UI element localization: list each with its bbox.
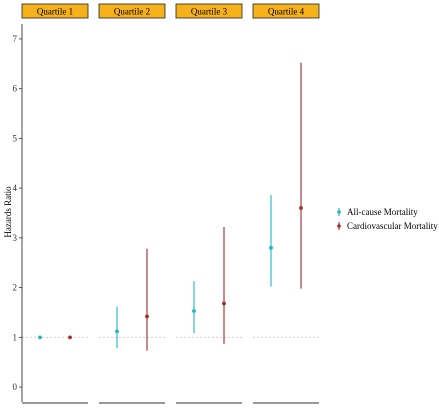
facet-label-quartile-3: Quartile 3: [191, 7, 228, 17]
point-cardiovascular-mortality-quartile-4: [299, 206, 303, 210]
y-tick-label: 0: [13, 382, 18, 392]
legend-label-cardiovascular-mortality: Cardiovascular Mortality: [347, 221, 438, 231]
y-tick-label: 7: [13, 34, 18, 44]
point-cardiovascular-mortality-quartile-1: [68, 335, 72, 340]
facet-strip-quartile-2: [98, 3, 166, 19]
point-cardiovascular-mortality-quartile-3: [222, 301, 226, 306]
legend-label-all-cause-mortality: All-cause Mortality: [347, 207, 418, 217]
point-all-cause-mortality-quartile-1: [38, 335, 42, 340]
y-tick-label: 3: [13, 233, 18, 243]
facet-strip-quartile-1: [21, 3, 89, 19]
facet-label-quartile-4: Quartile 4: [268, 7, 305, 17]
facet-strips: Quartile 1 Quartile 2 Quartile 3 Quartile 4: [21, 3, 320, 19]
facet-label-quartile-1: Quartile 1: [37, 7, 73, 17]
y-axis: 0 1 2 3 4 5 6 7: [13, 24, 23, 402]
legend: All-cause Mortality Cardiovascular Mortal…: [337, 207, 438, 231]
legend-key-point-cardiovascular-mortality: [337, 224, 341, 228]
y-tick-label: 5: [13, 133, 18, 143]
y-tick-label: 4: [13, 183, 18, 193]
point-all-cause-mortality-quartile-3: [192, 309, 196, 313]
point-all-cause-mortality-quartile-4: [269, 245, 273, 250]
facet-strip-quartile-3: [175, 3, 243, 19]
facet-strip-quartile-4: [252, 3, 320, 19]
facet-label-quartile-2: Quartile 2: [114, 7, 150, 17]
y-tick-label: 1: [13, 332, 18, 342]
legend-key-point-all-cause-mortality: [337, 210, 341, 214]
point-cardiovascular-mortality-quartile-2: [145, 314, 149, 319]
y-axis-title: Hazards Ratio: [3, 186, 13, 238]
y-tick-label: 6: [13, 84, 18, 94]
point-all-cause-mortality-quartile-2: [115, 329, 119, 334]
plot-marks: [38, 62, 303, 351]
y-tick-label: 2: [13, 283, 18, 293]
